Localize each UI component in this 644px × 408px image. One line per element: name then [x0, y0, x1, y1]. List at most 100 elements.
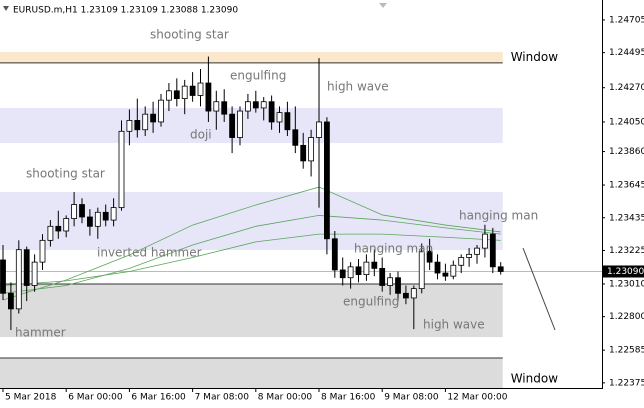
candle-body: [94, 211, 101, 227]
candle-body: [142, 113, 149, 131]
candle-body: [39, 239, 46, 263]
x-tick-label: 8 Mar 16:00: [321, 393, 376, 403]
candle-body: [8, 292, 14, 310]
pattern-label: hanging man: [459, 209, 538, 223]
y-tick-label: 1.22800: [609, 312, 644, 322]
pattern-label: hammer: [15, 326, 66, 340]
y-tick-label: 1.23435: [609, 213, 644, 223]
y-tick-label: 1.23645: [609, 181, 644, 191]
zone-label: Window: [511, 50, 559, 64]
candle-body: [387, 277, 394, 286]
candle-body: [126, 120, 133, 132]
candle-body: [79, 204, 85, 218]
candle-body: [292, 129, 299, 146]
y-tick-label: 1.22375: [609, 378, 644, 388]
pattern-label: shooting star: [150, 28, 229, 42]
candle-body: [379, 267, 386, 286]
trend-line: [522, 247, 556, 331]
candle-body: [205, 82, 212, 112]
y-tick-label: 1.22585: [609, 346, 644, 356]
candle-body: [221, 101, 228, 115]
current-price-tag: [603, 265, 644, 278]
candle-body: [284, 112, 291, 131]
candle-body: [458, 257, 465, 266]
candle-body: [229, 113, 236, 138]
candle-body: [339, 269, 346, 279]
chart-header: EURUSD.m,H1 1.23109 1.23109 1.23088 1.23…: [13, 6, 238, 16]
candle-body: [300, 144, 307, 162]
plot: Window Window shooting star engulfing high w…: [0, 28, 602, 388]
candle-body: [181, 85, 188, 99]
menu-icon: [3, 6, 9, 11]
x-tick-label: 7 Mar 08:00: [195, 393, 250, 403]
x-tick-label: 6 Mar 00:00: [68, 393, 123, 403]
candle-body: [31, 261, 38, 286]
candle-body: [489, 233, 496, 268]
candle-body: [173, 90, 180, 99]
y-tick-label: 1.23225: [609, 246, 644, 256]
candle-body: [434, 261, 441, 274]
pattern-label: engulfing: [343, 295, 399, 309]
candle-body: [189, 85, 196, 96]
pattern-label: doji: [190, 128, 212, 142]
y-tick-label: 1.24495: [609, 48, 644, 58]
candle-body: [197, 82, 204, 96]
candle-body: [260, 101, 267, 109]
moving-average: [2, 215, 501, 294]
y-tick-label: 1.24050: [609, 117, 644, 127]
y-tick-label: 1.23860: [609, 147, 644, 157]
candle-body: [268, 101, 275, 123]
candle-body: [276, 112, 283, 123]
candle-body: [158, 99, 164, 123]
candle-body: [110, 207, 117, 221]
x-tick-label: 6 Mar 16:00: [131, 393, 186, 403]
candle-body: [331, 238, 338, 271]
candle-body: [418, 250, 425, 290]
candle-body: [55, 225, 62, 232]
candle-body: [355, 266, 362, 276]
candle-body: [0, 259, 6, 294]
candle-body: [47, 225, 54, 241]
candle-body: [363, 261, 370, 276]
candle-body: [497, 266, 504, 272]
candle-body: [102, 211, 109, 221]
candle-body: [442, 272, 449, 277]
x-tick-label: 12 Mar 00:00: [447, 393, 507, 403]
zone: [0, 357, 503, 388]
y-tick-label: 1.23010: [609, 279, 644, 289]
candle-body: [316, 121, 322, 138]
y-tick-label: 1.24270: [609, 83, 644, 93]
pattern-label: inverted hammer: [97, 246, 202, 260]
candle-body: [410, 288, 417, 299]
y-tick-label: 1.24705: [609, 15, 644, 25]
moving-average: [2, 233, 501, 286]
zone-label: Window: [511, 371, 559, 385]
candle-body: [15, 249, 22, 310]
candle-body: [466, 253, 473, 258]
candle-body: [426, 250, 433, 263]
candle-body: [403, 292, 409, 299]
zone: [0, 52, 503, 63]
candle-body: [63, 218, 70, 232]
pattern-label: high wave: [423, 318, 485, 332]
candle-body: [150, 113, 157, 123]
candle-body: [450, 264, 457, 277]
candle-body: [474, 247, 480, 255]
candle-body: [237, 110, 243, 138]
candle-body: [71, 204, 78, 219]
candle-body: [371, 261, 378, 269]
zone: [0, 283, 503, 338]
candle-body: [324, 121, 330, 240]
candle-body: [87, 216, 93, 227]
zone: [0, 107, 503, 143]
x-tick-label: 5 Mar 2018: [5, 393, 57, 403]
moving-average: [2, 186, 501, 301]
candle-body: [118, 130, 125, 209]
candle-body: [134, 120, 141, 131]
candle-body: [347, 266, 354, 279]
candle-body: [252, 101, 259, 109]
x-tick-label: 9 Mar 08:00: [384, 393, 439, 403]
scroll-icon: [379, 3, 387, 8]
candle-body: [23, 249, 30, 286]
